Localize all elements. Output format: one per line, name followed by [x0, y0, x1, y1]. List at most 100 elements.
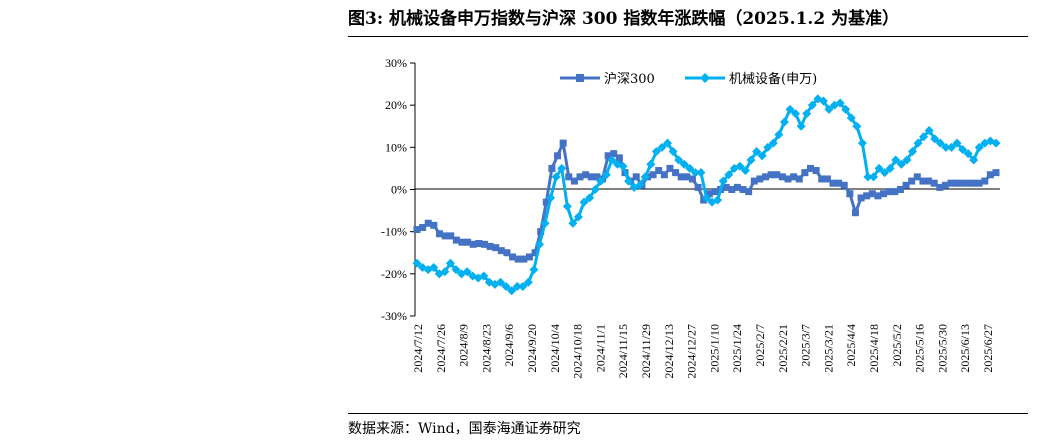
- data-point: [728, 186, 736, 193]
- x-tick-label: 2025/6/27: [981, 324, 995, 373]
- data-point: [672, 169, 680, 177]
- data-point: [548, 164, 556, 172]
- data-point: [694, 183, 702, 191]
- data-point: [677, 173, 685, 181]
- data-point: [551, 172, 561, 182]
- data-point: [660, 171, 668, 179]
- data-point: [683, 173, 691, 181]
- data-point: [762, 173, 770, 181]
- data-point: [579, 197, 589, 207]
- data-point: [740, 166, 750, 176]
- x-tick-label: 2024/11/29: [639, 324, 653, 378]
- data-point: [666, 164, 674, 172]
- data-point: [880, 168, 890, 178]
- data-point: [503, 249, 511, 257]
- data-point: [632, 173, 640, 181]
- x-tick-label: 2025/3/7: [799, 324, 813, 367]
- data-point: [801, 169, 809, 177]
- y-tick-label: 10%: [385, 140, 407, 154]
- data-point: [902, 155, 912, 165]
- legend-label: 机械设备(申万): [729, 71, 817, 87]
- legend-item-hs300: 沪深300: [560, 71, 655, 87]
- data-point: [935, 138, 945, 148]
- y-tick-label: 30%: [385, 56, 407, 70]
- data-point: [554, 152, 562, 160]
- data-point: [745, 188, 753, 196]
- data-point: [812, 167, 820, 175]
- data-point: [824, 104, 834, 114]
- data-point: [947, 179, 955, 187]
- series-machinery: [412, 94, 1001, 296]
- data-point: [969, 155, 979, 165]
- y-tick-label: -30%: [381, 309, 407, 323]
- x-tick-label: 2024/12/13: [662, 324, 676, 379]
- data-point: [785, 104, 795, 114]
- data-point: [958, 144, 968, 154]
- data-point: [657, 142, 667, 152]
- data-point: [778, 173, 786, 181]
- data-point: [640, 172, 650, 182]
- data-point: [735, 161, 745, 171]
- legend-label: 沪深300: [604, 71, 655, 87]
- data-point: [430, 221, 438, 229]
- data-point: [702, 193, 711, 203]
- data-point: [829, 179, 837, 187]
- data-point: [451, 265, 461, 275]
- data-point: [963, 149, 973, 159]
- data-point: [718, 176, 728, 186]
- data-point: [795, 175, 803, 183]
- data-point: [525, 253, 533, 261]
- x-tick-label: 2025/5/30: [935, 324, 949, 373]
- data-point: [802, 109, 812, 119]
- y-axis: -30% -20% -10% 0% 10% 20% 30%: [381, 56, 416, 323]
- data-point: [435, 230, 443, 238]
- data-point: [919, 177, 927, 185]
- data-point: [852, 121, 862, 131]
- x-tick-label: 2024/8/9: [457, 324, 471, 367]
- data-point: [518, 281, 528, 291]
- data-point: [419, 223, 427, 231]
- data-point: [846, 190, 854, 198]
- series-layer: [412, 94, 1001, 296]
- source-rule: [348, 413, 1028, 414]
- data-point: [739, 186, 747, 193]
- data-point: [936, 183, 944, 191]
- data-point: [531, 249, 539, 257]
- data-point: [750, 177, 758, 185]
- x-tick-label: 2025/3/21: [821, 324, 835, 373]
- legend-marker: [576, 74, 584, 82]
- data-point: [445, 258, 455, 268]
- data-point: [441, 232, 449, 240]
- x-tick-label: 2025/5/16: [913, 324, 927, 373]
- data-point: [635, 180, 645, 190]
- data-point: [711, 188, 719, 196]
- data-point: [596, 176, 606, 186]
- data-point: [913, 138, 923, 148]
- data-point: [818, 175, 826, 183]
- data-point: [479, 271, 489, 281]
- data-point: [668, 147, 678, 157]
- x-tick-label: 2025/2/21: [776, 324, 790, 373]
- data-point: [913, 173, 921, 181]
- data-point: [492, 244, 500, 252]
- data-point: [975, 179, 983, 187]
- title-rule: [348, 36, 1028, 37]
- x-tick-label: 2024/9/20: [525, 324, 539, 373]
- x-tick-label: 2024/11/1: [593, 324, 607, 372]
- data-point: [507, 286, 517, 296]
- x-tick-label: 2025/4/18: [867, 324, 881, 373]
- data-point: [952, 138, 962, 148]
- data-point: [534, 239, 544, 249]
- data-point: [651, 147, 661, 157]
- x-tick-label: 2024/9/6: [502, 324, 516, 367]
- data-point: [542, 198, 550, 206]
- data-point: [568, 218, 578, 228]
- data-point: [464, 238, 472, 246]
- data-point: [663, 138, 673, 148]
- data-point: [690, 168, 700, 178]
- data-point: [930, 179, 938, 187]
- data-point: [722, 183, 730, 191]
- figure-title: 图3: 机械设备申万指数与沪深 300 指数年涨跌幅（2025.1.2 为基准）: [348, 9, 900, 29]
- data-point: [412, 258, 422, 268]
